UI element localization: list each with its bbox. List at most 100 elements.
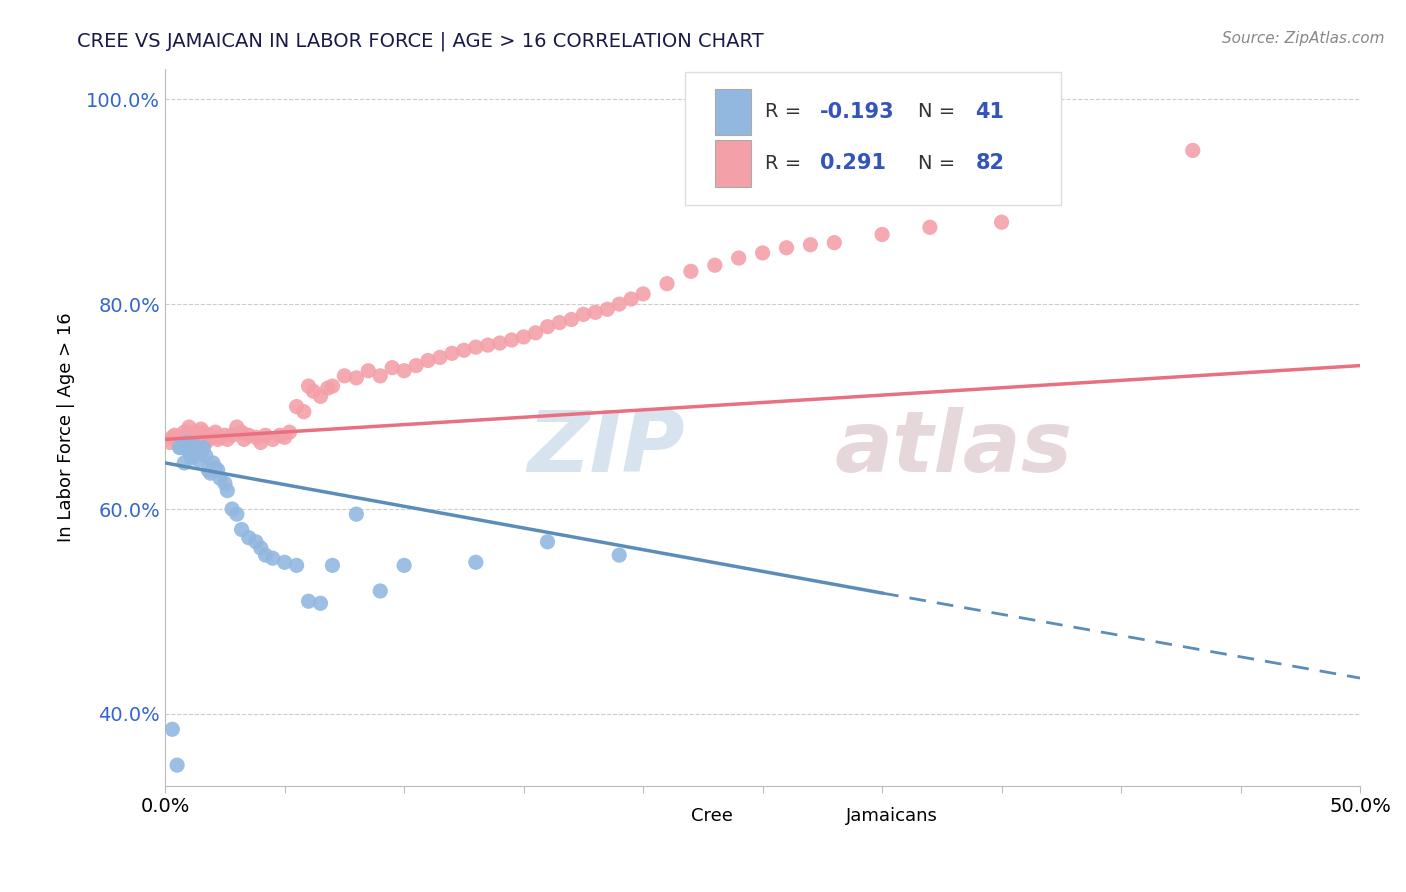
Point xyxy=(249,435,271,450)
Point xyxy=(204,461,226,475)
Point xyxy=(751,246,773,260)
Point xyxy=(297,594,319,608)
Point xyxy=(169,441,191,455)
FancyBboxPatch shape xyxy=(799,800,834,829)
Point xyxy=(309,596,332,610)
Point xyxy=(201,430,224,444)
Point xyxy=(209,430,232,444)
Point xyxy=(166,433,188,447)
Text: N =: N = xyxy=(918,153,962,173)
Point xyxy=(221,502,243,516)
Point xyxy=(173,425,195,440)
Point xyxy=(477,338,499,352)
Point xyxy=(285,558,308,573)
Point xyxy=(180,428,202,442)
Point xyxy=(201,456,224,470)
Point xyxy=(990,215,1012,229)
Point xyxy=(209,471,232,485)
Point xyxy=(194,449,217,463)
Point xyxy=(190,445,212,459)
Point xyxy=(285,400,308,414)
FancyBboxPatch shape xyxy=(714,88,751,136)
Point xyxy=(170,441,193,455)
Point xyxy=(655,277,678,291)
Point xyxy=(173,456,195,470)
Point xyxy=(536,319,558,334)
Text: atlas: atlas xyxy=(834,407,1073,490)
Point xyxy=(254,428,277,442)
Point xyxy=(231,523,253,537)
Point xyxy=(321,379,343,393)
Point xyxy=(440,346,463,360)
Point xyxy=(316,381,339,395)
Point xyxy=(292,405,315,419)
Point xyxy=(344,371,367,385)
Point xyxy=(524,326,547,340)
Point xyxy=(217,433,239,447)
Point xyxy=(607,548,630,562)
Point xyxy=(245,534,267,549)
Point xyxy=(488,336,510,351)
Point xyxy=(381,360,404,375)
Point xyxy=(176,433,198,447)
Point xyxy=(262,551,284,566)
Point xyxy=(269,428,291,442)
Point xyxy=(162,430,184,444)
Text: N =: N = xyxy=(918,102,962,121)
Text: 41: 41 xyxy=(976,102,1004,121)
Point xyxy=(501,333,523,347)
Point xyxy=(190,422,212,436)
FancyBboxPatch shape xyxy=(685,72,1062,205)
Point xyxy=(193,441,215,455)
Point xyxy=(278,425,301,440)
Point xyxy=(166,758,188,772)
Point xyxy=(405,359,427,373)
Point xyxy=(262,433,284,447)
Point xyxy=(631,286,654,301)
Text: R =: R = xyxy=(765,102,807,121)
Point xyxy=(204,425,226,440)
Point xyxy=(368,584,391,599)
Point xyxy=(245,430,267,444)
Text: CREE VS JAMAICAN IN LABOR FORCE | AGE > 16 CORRELATION CHART: CREE VS JAMAICAN IN LABOR FORCE | AGE > … xyxy=(77,31,763,51)
Point xyxy=(297,379,319,393)
Point xyxy=(231,425,253,440)
Point xyxy=(194,435,217,450)
Point xyxy=(453,343,475,358)
Point xyxy=(536,534,558,549)
Point xyxy=(186,442,208,457)
Point xyxy=(464,340,486,354)
Point xyxy=(309,389,332,403)
Point xyxy=(392,364,415,378)
Point xyxy=(238,428,260,442)
Point xyxy=(333,368,356,383)
Point xyxy=(187,428,209,442)
Point xyxy=(870,227,893,242)
Point xyxy=(217,483,239,498)
Point xyxy=(464,555,486,569)
Point xyxy=(302,384,325,399)
Point xyxy=(344,507,367,521)
Point xyxy=(607,297,630,311)
Point xyxy=(596,302,619,317)
Point xyxy=(180,450,202,465)
Point xyxy=(214,428,236,442)
Point xyxy=(177,445,200,459)
Point xyxy=(162,723,184,737)
Point xyxy=(727,251,749,265)
Point xyxy=(214,476,236,491)
Point xyxy=(368,368,391,383)
Point xyxy=(918,220,941,235)
Point xyxy=(392,558,415,573)
FancyBboxPatch shape xyxy=(643,800,679,829)
Point xyxy=(254,548,277,562)
Point xyxy=(1181,144,1204,158)
Text: 0.291: 0.291 xyxy=(820,153,886,173)
Point xyxy=(225,420,247,434)
Text: R =: R = xyxy=(765,153,807,173)
Point xyxy=(238,531,260,545)
Point xyxy=(572,307,595,321)
Point xyxy=(560,312,582,326)
Point xyxy=(207,463,229,477)
Point xyxy=(169,438,191,452)
